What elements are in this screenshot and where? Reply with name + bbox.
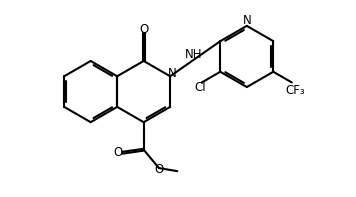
Text: O: O: [113, 146, 122, 159]
Text: CF₃: CF₃: [285, 84, 305, 97]
Text: O: O: [139, 23, 148, 36]
Text: NH: NH: [185, 48, 203, 61]
Text: N: N: [242, 14, 251, 27]
Text: O: O: [155, 163, 164, 176]
Text: Cl: Cl: [194, 81, 206, 94]
Text: N: N: [168, 67, 177, 80]
